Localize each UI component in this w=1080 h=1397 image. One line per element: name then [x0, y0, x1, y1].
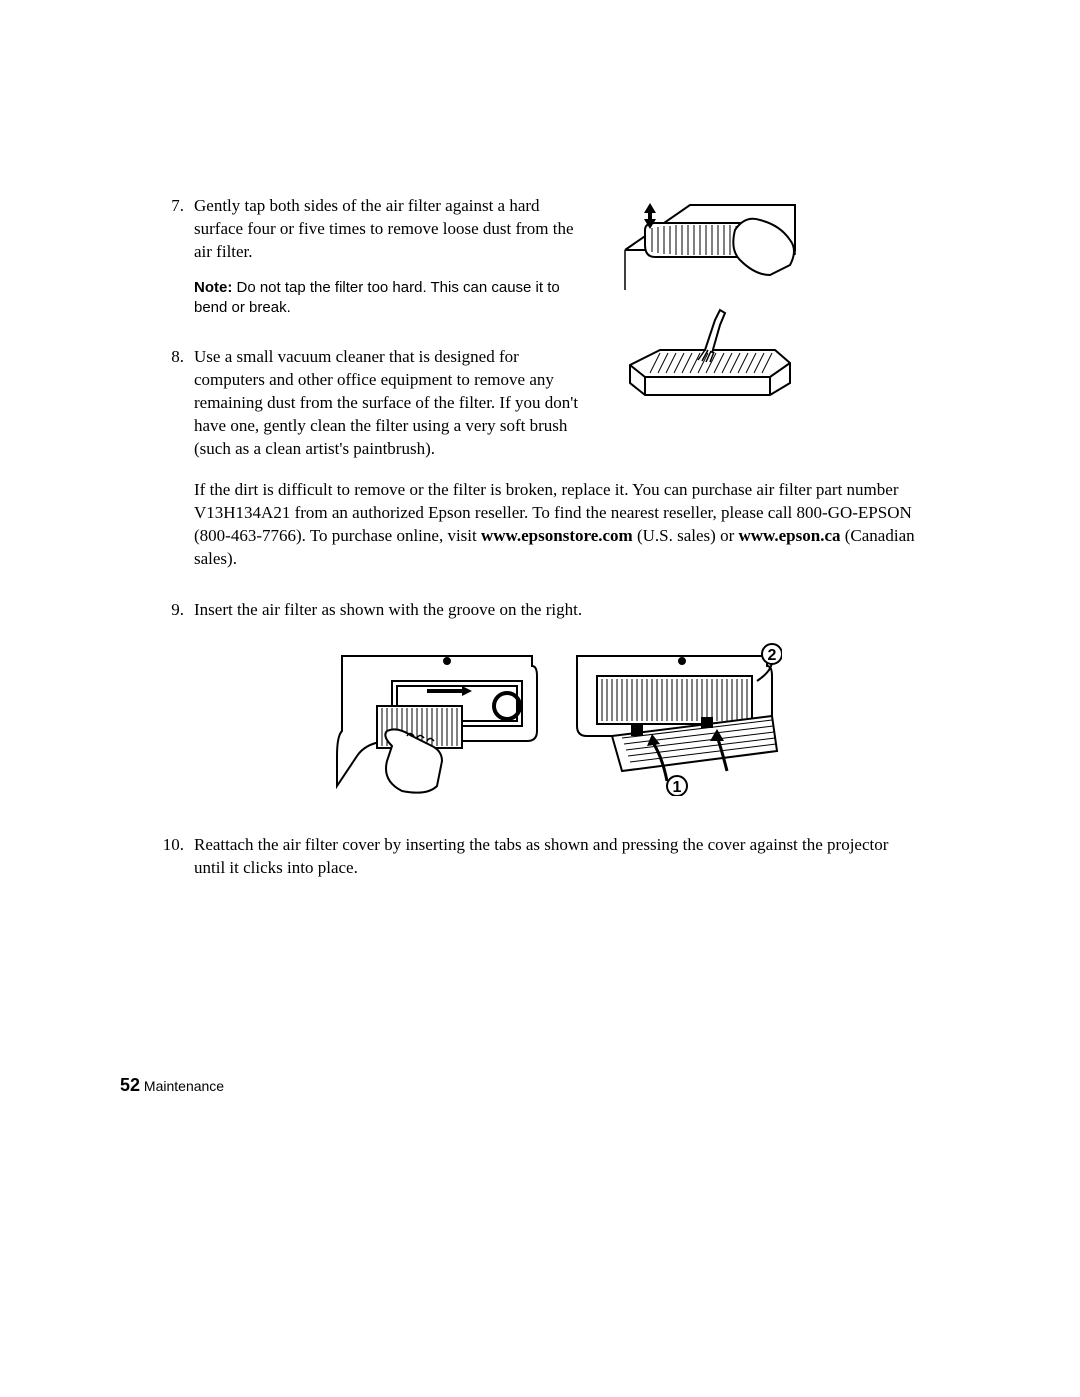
- list-body: If the dirt is difficult to remove or th…: [194, 479, 920, 585]
- note-label: Note:: [194, 279, 232, 296]
- link-epsonca: www.epson.ca: [738, 526, 840, 545]
- list-number: 10.: [160, 834, 194, 894]
- figure-label-1: 1: [673, 779, 682, 796]
- mid-figures-row: 1 2: [194, 636, 920, 796]
- item-7-8-block: 7. Gently tap both sides of the air filt…: [160, 195, 920, 489]
- section-name: Maintenance: [144, 1078, 224, 1094]
- list-number: 7.: [160, 195, 194, 332]
- item-8-para1: Use a small vacuum cleaner that is desig…: [194, 346, 580, 461]
- list-item-8-cont: If the dirt is difficult to remove or th…: [160, 479, 920, 585]
- item-8-para2: If the dirt is difficult to remove or th…: [194, 479, 920, 571]
- list-item-8: 8. Use a small vacuum cleaner that is de…: [160, 346, 580, 475]
- list-body: Reattach the air filter cover by inserti…: [194, 834, 920, 894]
- list-item-9: 9. Insert the air filter as shown with t…: [160, 599, 920, 820]
- item-7-8-text-col: 7. Gently tap both sides of the air filt…: [160, 195, 580, 489]
- note-block: Note: Do not tap the filter too hard. Th…: [194, 278, 580, 319]
- figure-insert-filter: [332, 636, 542, 796]
- list-body: Gently tap both sides of the air filter …: [194, 195, 580, 332]
- note-text: Do not tap the filter too hard. This can…: [194, 279, 560, 316]
- figure-reattach-cover: 1 2: [572, 636, 782, 796]
- item-7-text: Gently tap both sides of the air filter …: [194, 195, 580, 264]
- list-body: Use a small vacuum cleaner that is desig…: [194, 346, 580, 475]
- page-number: 52: [120, 1075, 140, 1095]
- list-item-10: 10. Reattach the air filter cover by ins…: [160, 834, 920, 894]
- figure-brush-filter: [620, 305, 800, 405]
- list-number: 8.: [160, 346, 194, 475]
- link-epsonstore: www.epsonstore.com: [481, 526, 633, 545]
- figure-label-2: 2: [768, 647, 777, 664]
- list-body: Insert the air filter as shown with the …: [194, 599, 920, 820]
- figure-tap-filter: [620, 195, 800, 295]
- list-number: 9.: [160, 599, 194, 820]
- list-item-7: 7. Gently tap both sides of the air filt…: [160, 195, 580, 332]
- page-content: 7. Gently tap both sides of the air filt…: [160, 195, 920, 908]
- page-footer: 52 Maintenance: [120, 1075, 224, 1096]
- list-number-empty: [160, 479, 194, 585]
- item-8-para2-b: (U.S. sales) or: [633, 526, 739, 545]
- item-9-text: Insert the air filter as shown with the …: [194, 599, 920, 622]
- side-figures-column: [620, 195, 800, 415]
- item-10-text: Reattach the air filter cover by inserti…: [194, 834, 920, 880]
